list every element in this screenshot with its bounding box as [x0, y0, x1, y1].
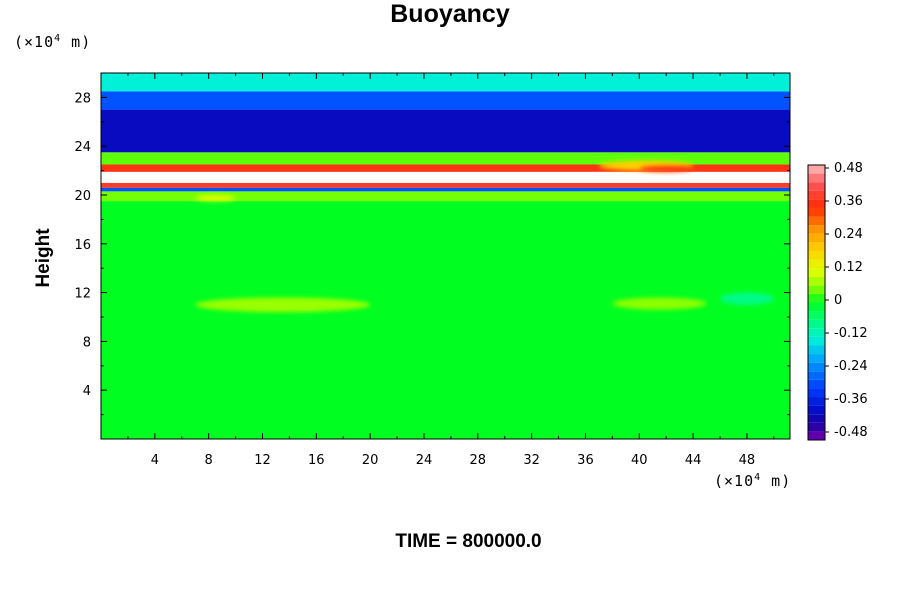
y-tick-label: 8: [83, 335, 91, 350]
colorbar-label: -0.48: [834, 425, 868, 440]
x-tick-label: 48: [739, 453, 756, 468]
heatmap-band-9: [101, 73, 790, 92]
y-tick-label: 24: [74, 140, 91, 155]
colorbar-segment: [808, 414, 825, 423]
y-tick-label: 4: [83, 384, 91, 399]
colorbar-segment: [808, 242, 825, 251]
heatmap-band-6: [101, 152, 790, 165]
heatmap-band-0: [101, 201, 790, 439]
colorbar-segment: [808, 405, 825, 415]
colorbar-segment: [808, 276, 825, 286]
x-tick-label: 12: [254, 453, 271, 468]
heatmap-feature-1: [639, 165, 694, 172]
plot-frame: [100, 72, 791, 440]
time-label: TIME = 800000.0: [395, 531, 542, 552]
x-tick-label: 44: [685, 453, 702, 468]
colorbar-segment: [808, 259, 825, 269]
colorbar-segment: [808, 397, 825, 406]
colorbar-label: 0.24: [834, 227, 863, 242]
y-tick-label: 16: [74, 238, 91, 253]
colorbar-segment: [808, 422, 825, 432]
chart-title: Buoyancy: [390, 0, 510, 28]
heatmap-band-4: [101, 171, 790, 183]
x-tick-label: 4: [151, 453, 159, 468]
colorbar-frame: [807, 164, 826, 441]
colorbar-segment: [808, 182, 825, 191]
y-unit-prefix: (×10: [14, 33, 55, 51]
colorbar-label: 0.12: [834, 260, 863, 275]
colorbar-segment: [808, 165, 825, 174]
colorbar-label: 0.36: [834, 194, 863, 209]
heatmap-feature-2: [195, 297, 371, 313]
x-tick-label: 8: [205, 453, 213, 468]
colorbar-label: 0.48: [834, 161, 863, 176]
x-unit-exponent: 4: [754, 472, 762, 483]
colorbar: 0.48 0.36 0.24 0.12 0 -0.12 -0.24 -0.36 -0.48: [807, 161, 868, 441]
colorbar-segment: [808, 388, 825, 398]
heatmap-band-2: [101, 187, 790, 192]
heatmap-feature-4: [720, 292, 774, 305]
colorbar-segment: [808, 354, 825, 363]
heatmap-band-3: [101, 182, 790, 188]
colorbar-label: -0.12: [834, 326, 868, 341]
colorbar-segment: [808, 319, 825, 329]
colorbar-segment: [808, 293, 825, 303]
x-unit-suffix: m): [761, 472, 792, 490]
x-axis-unit: (×104 m): [714, 472, 791, 490]
colorbar-segment: [808, 371, 825, 380]
x-tick-label: 28: [470, 453, 487, 468]
x-unit-prefix: (×10: [714, 472, 755, 490]
x-tick-label: 32: [523, 453, 540, 468]
colorbar-segment: [808, 345, 825, 355]
colorbar-segment: [808, 302, 825, 312]
x-tick-label: 40: [631, 453, 648, 468]
colorbar-segment: [808, 250, 825, 260]
colorbar-segment: [808, 431, 825, 440]
colorbar-segment: [808, 173, 825, 183]
colorbar-segment: [808, 379, 825, 389]
x-tick-label: 24: [416, 453, 433, 468]
heatmap-band-1: [101, 191, 790, 202]
colorbar-label: -0.24: [834, 359, 868, 374]
y-tick-label: 28: [74, 91, 91, 106]
colorbar-segment: [808, 216, 825, 226]
colorbar-segment: [808, 190, 825, 200]
colorbar-segment: [808, 328, 825, 337]
colorbar-segment: [808, 207, 825, 217]
colorbar-label: 0: [834, 293, 842, 308]
heatmap-band-8: [101, 91, 790, 110]
y-unit-exponent: 4: [54, 33, 62, 44]
colorbar-segment: [808, 311, 825, 320]
colorbar-segment: [808, 225, 825, 234]
x-tick-label: 16: [308, 453, 325, 468]
colorbar-label: -0.36: [834, 392, 868, 407]
colorbar-segment: [808, 268, 825, 277]
colorbar-segment: [808, 336, 825, 346]
heatmap-band-7: [101, 109, 790, 153]
y-tick-label: 12: [74, 287, 91, 302]
y-tick-label: 20: [74, 189, 91, 204]
y-unit-suffix: m): [61, 33, 92, 51]
colorbar-segment: [808, 199, 825, 208]
heatmap-feature-5: [195, 195, 236, 202]
x-tick-label: 20: [362, 453, 379, 468]
heatmap-feature-3: [612, 297, 707, 310]
colorbar-segment: [808, 285, 825, 294]
heatmap-field: [101, 73, 790, 439]
x-tick-label: 36: [577, 453, 594, 468]
heatmap-band-5: [101, 164, 790, 172]
y-axis-unit: (×104 m): [14, 33, 91, 51]
colorbar-segment: [808, 233, 825, 243]
colorbar-segment: [808, 362, 825, 372]
